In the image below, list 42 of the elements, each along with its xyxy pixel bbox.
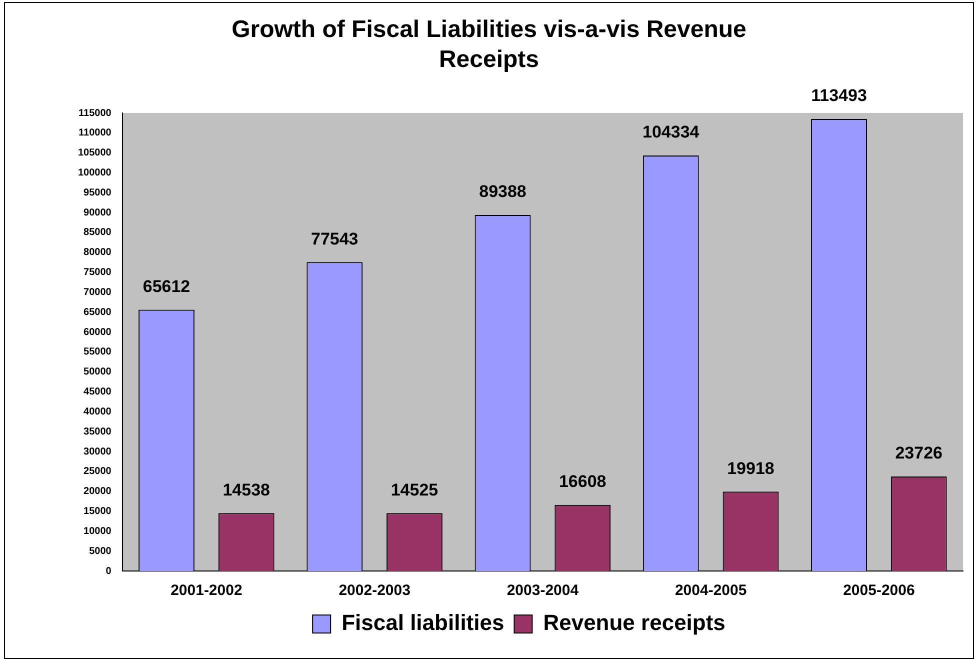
y-tick-label: 85000 [84,227,112,238]
y-tick-label: 0 [106,566,112,577]
y-tick-label: 65000 [84,306,112,318]
y-tick-label: 95000 [84,187,112,198]
data-label: 16608 [558,472,606,492]
data-label: 77543 [310,229,358,248]
data-label: 19918 [727,458,774,478]
data-label: 23726 [895,444,943,463]
data-label: 65612 [142,276,190,296]
x-tick-label: 2003-2004 [506,582,580,600]
data-label: 14525 [390,480,438,500]
y-tick-label: 100000 [78,167,112,178]
legend-label: Fiscal liabilities [342,610,504,636]
y-tick-label: 80000 [84,247,112,258]
y-tick-label: 70000 [84,286,112,298]
y-tick-label: 15000 [84,506,112,518]
y-tick-label: 105000 [78,148,112,159]
data-label: 89388 [479,182,526,202]
data-label: 14538 [222,480,270,500]
y-tick-label: 55000 [84,346,112,358]
y-tick-label: 10000 [84,526,112,537]
x-tick-label: 2004-2005 [674,582,747,600]
x-tick-label: 2002-2003 [338,582,410,600]
chart-title: Growth of Fiscal Liabilities vis-a-vis Revenue Receipts [230,15,748,75]
y-tick-label: 115000 [78,108,112,119]
y-tick-label: 35000 [84,426,112,438]
y-tick-label: 30000 [84,446,112,458]
data-label: 104334 [642,122,700,142]
y-tick-label: 45000 [84,386,112,398]
data-label: 113493 [811,86,867,106]
y-tick-label: 25000 [84,466,112,478]
y-tick-label: 50000 [84,366,112,378]
x-tick-label: 2005-2006 [843,582,915,600]
y-tick-label: 110000 [78,128,112,139]
y-tick-label: 20000 [84,486,112,498]
legend-label: Revenue receipts [543,610,726,636]
y-tick-label: 40000 [84,406,112,418]
x-tick-label: 2001-2002 [170,582,242,600]
y-tick-label: 60000 [84,326,112,338]
y-tick-label: 75000 [84,267,112,278]
y-tick-label: 90000 [84,207,112,218]
y-tick-label: 5000 [89,546,112,557]
